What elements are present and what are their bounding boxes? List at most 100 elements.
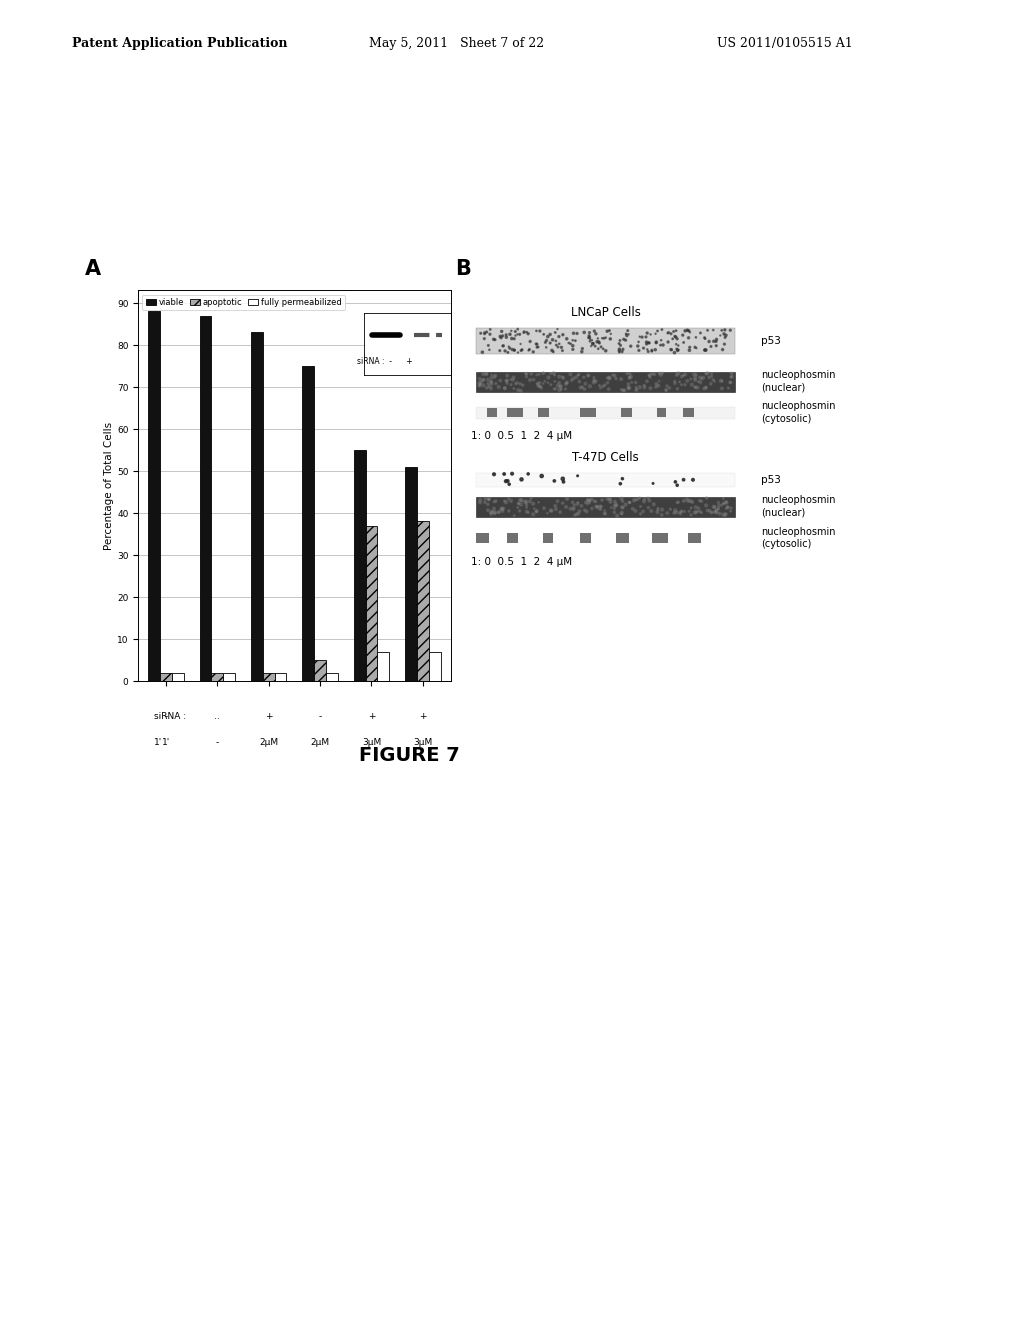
Point xyxy=(664,339,680,360)
Point xyxy=(669,502,685,523)
Bar xyxy=(251,333,263,681)
Point xyxy=(636,488,652,510)
Point xyxy=(566,494,583,515)
Text: B: B xyxy=(456,259,471,279)
Point xyxy=(523,487,540,508)
Point xyxy=(501,337,517,358)
Point xyxy=(554,341,570,362)
Point xyxy=(582,329,598,350)
Point xyxy=(483,364,500,385)
Point xyxy=(546,379,562,400)
Point xyxy=(588,323,604,345)
Point xyxy=(475,363,492,384)
Point xyxy=(665,329,681,350)
Point xyxy=(601,367,617,388)
Point xyxy=(667,326,683,347)
Point xyxy=(602,488,618,510)
Point xyxy=(613,341,630,362)
Point xyxy=(487,374,504,395)
Point xyxy=(611,339,628,360)
Point xyxy=(584,488,600,510)
Point xyxy=(528,337,545,358)
Point xyxy=(716,492,732,513)
Point xyxy=(582,376,598,397)
Point xyxy=(706,496,722,517)
Point xyxy=(647,339,664,360)
Point xyxy=(621,376,637,397)
Point xyxy=(722,372,738,393)
Point xyxy=(670,491,686,512)
Point xyxy=(606,502,623,523)
Point xyxy=(668,471,684,492)
Point xyxy=(509,372,525,393)
Point xyxy=(640,333,656,354)
Point xyxy=(628,490,644,511)
Point xyxy=(591,498,607,519)
Point xyxy=(613,503,630,524)
Y-axis label: Percentage of Total Cells: Percentage of Total Cells xyxy=(104,421,115,550)
Point xyxy=(662,378,678,399)
Point xyxy=(692,372,709,393)
Point xyxy=(687,378,703,399)
Text: -: - xyxy=(216,738,219,747)
Point xyxy=(558,374,574,395)
Point xyxy=(568,367,585,388)
Point xyxy=(677,364,693,385)
Point xyxy=(613,488,630,510)
Point xyxy=(632,503,648,524)
Point xyxy=(480,374,497,395)
Point xyxy=(591,333,607,354)
Text: +: + xyxy=(265,713,272,721)
Point xyxy=(551,333,567,354)
Point xyxy=(477,491,494,512)
Point xyxy=(492,502,508,523)
Point xyxy=(494,321,510,342)
Point xyxy=(591,331,607,352)
Point xyxy=(617,330,634,351)
Point xyxy=(669,364,685,385)
Point xyxy=(622,492,638,513)
Point xyxy=(623,335,639,356)
Point xyxy=(708,500,724,521)
Point xyxy=(708,335,724,356)
Point xyxy=(497,378,513,399)
Point xyxy=(517,363,534,384)
Point xyxy=(714,495,730,516)
Point xyxy=(502,338,518,359)
Point xyxy=(650,375,667,396)
Point xyxy=(542,323,558,345)
Point xyxy=(601,379,617,400)
Point xyxy=(573,495,590,516)
Text: 3μM: 3μM xyxy=(414,738,432,747)
Point xyxy=(684,491,700,512)
Point xyxy=(483,503,500,524)
Bar xyxy=(314,660,326,681)
Bar xyxy=(366,525,378,681)
Point xyxy=(680,491,696,512)
Point xyxy=(586,372,602,393)
Bar xyxy=(507,408,522,417)
Point xyxy=(497,491,513,512)
Point xyxy=(581,490,597,511)
Point xyxy=(505,370,521,391)
Point xyxy=(522,491,539,512)
Point xyxy=(612,335,629,356)
Point xyxy=(555,471,571,492)
Point xyxy=(510,379,526,400)
Point xyxy=(483,374,500,395)
Point xyxy=(513,380,529,401)
Point xyxy=(682,322,698,343)
Bar xyxy=(429,652,440,681)
Point xyxy=(622,492,638,513)
Point xyxy=(511,492,527,513)
Point xyxy=(670,341,686,362)
Point xyxy=(472,490,488,511)
Point xyxy=(530,492,547,513)
Point xyxy=(595,338,611,359)
Point xyxy=(531,376,548,397)
Point xyxy=(702,335,719,356)
Point xyxy=(546,470,562,491)
Text: 1': 1' xyxy=(154,738,162,747)
Point xyxy=(553,379,569,400)
Point xyxy=(551,366,567,387)
